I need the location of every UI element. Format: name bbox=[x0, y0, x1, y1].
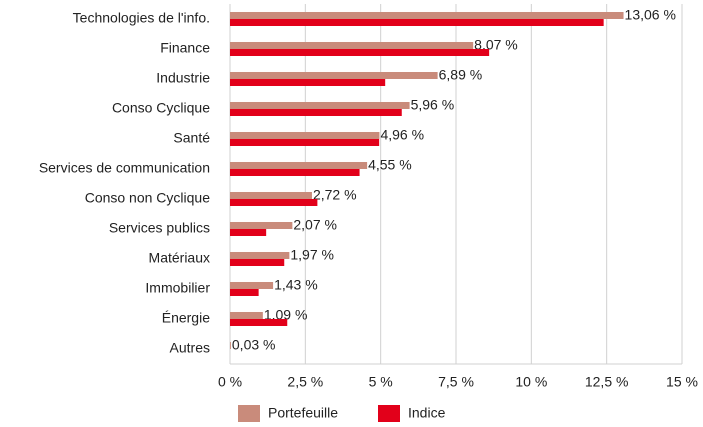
bar bbox=[230, 312, 263, 319]
y-tick-label: Matériaux bbox=[149, 250, 210, 266]
y-tick-label: Autres bbox=[170, 340, 210, 356]
bar bbox=[230, 252, 290, 259]
x-tick-label: 15 % bbox=[666, 374, 698, 390]
value-label: 1,97 % bbox=[290, 247, 334, 263]
value-label: 4,96 % bbox=[380, 127, 424, 143]
y-tick-label: Services publics bbox=[109, 220, 210, 236]
y-tick-label: Conso Cyclique bbox=[112, 100, 210, 116]
value-label: 2,07 % bbox=[293, 217, 337, 233]
legend-swatch bbox=[238, 405, 260, 422]
y-tick-label: Industrie bbox=[156, 70, 210, 86]
bar bbox=[230, 139, 380, 146]
value-label: 1,09 % bbox=[264, 307, 308, 323]
x-tick-label: 7,5 % bbox=[438, 374, 474, 390]
bar bbox=[230, 259, 285, 266]
bar bbox=[230, 19, 604, 26]
bar bbox=[230, 199, 318, 206]
value-label: 1,43 % bbox=[274, 277, 318, 293]
bar bbox=[230, 282, 274, 289]
bar bbox=[230, 222, 293, 229]
y-tick-label: Immobilier bbox=[145, 280, 210, 296]
value-label: 6,89 % bbox=[439, 67, 483, 83]
value-label: 4,55 % bbox=[368, 157, 412, 173]
value-label: 5,96 % bbox=[411, 97, 455, 113]
x-tick-label: 10 % bbox=[515, 374, 547, 390]
bar bbox=[230, 342, 231, 349]
y-tick-label: Services de communication bbox=[39, 160, 210, 176]
value-label: 2,72 % bbox=[313, 187, 357, 203]
legend-label: Portefeuille bbox=[268, 405, 338, 421]
legend-label: Indice bbox=[408, 405, 446, 421]
x-tick-label: 5 % bbox=[369, 374, 393, 390]
bar bbox=[230, 79, 386, 86]
bar bbox=[230, 132, 380, 139]
y-tick-label: Technologies de l'info. bbox=[73, 10, 210, 26]
x-tick-label: 12,5 % bbox=[585, 374, 629, 390]
bar bbox=[230, 319, 288, 326]
value-label: 8,07 % bbox=[474, 37, 518, 53]
bar bbox=[230, 192, 312, 199]
y-tick-label: Santé bbox=[173, 130, 210, 146]
bar bbox=[230, 169, 360, 176]
value-label: 0,03 % bbox=[232, 337, 276, 353]
bar bbox=[230, 49, 490, 56]
y-tick-label: Conso non Cyclique bbox=[85, 190, 211, 206]
y-tick-label: Énergie bbox=[162, 310, 210, 326]
bar bbox=[230, 42, 474, 49]
x-tick-label: 0 % bbox=[218, 374, 242, 390]
bar bbox=[230, 102, 410, 109]
bar bbox=[230, 162, 368, 169]
bar bbox=[230, 289, 259, 296]
legend-swatch bbox=[378, 405, 400, 422]
bar bbox=[230, 72, 438, 79]
bar bbox=[230, 109, 402, 116]
x-tick-label: 2,5 % bbox=[287, 374, 323, 390]
bar bbox=[230, 229, 267, 236]
y-tick-label: Finance bbox=[160, 40, 210, 56]
bar bbox=[230, 12, 624, 19]
value-label: 13,06 % bbox=[625, 7, 676, 23]
